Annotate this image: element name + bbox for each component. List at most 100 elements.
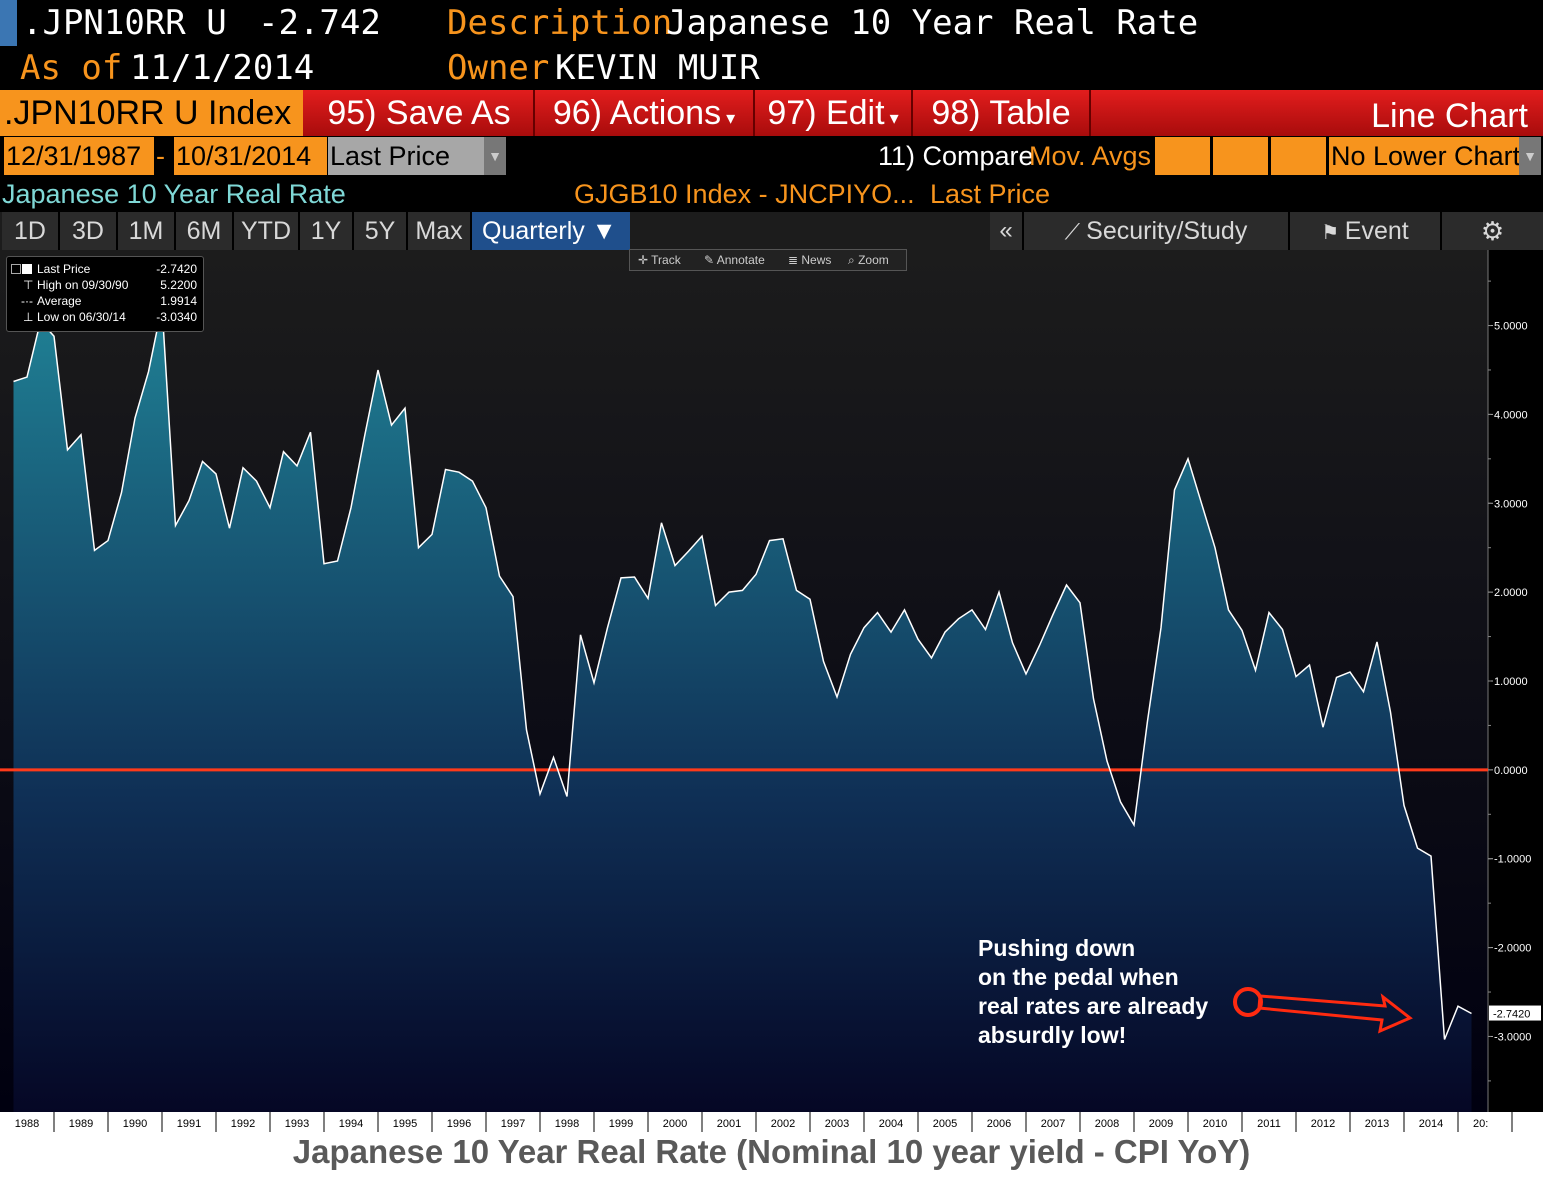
high-value: 5.2200 xyxy=(160,278,197,292)
description-label: Description xyxy=(447,3,673,43)
series-area xyxy=(13,306,1472,1112)
period-button-ytd[interactable]: YTD xyxy=(234,212,300,250)
x-tick-label: 1990 xyxy=(123,1118,147,1130)
high-marker-icon: ⊤ xyxy=(23,278,34,292)
x-tick-label: 2011 xyxy=(1257,1118,1281,1130)
x-tick-label: 2009 xyxy=(1149,1118,1173,1130)
ticker-marker xyxy=(0,0,17,46)
last-price-value: -2.7420 xyxy=(156,262,197,276)
last-value-tag-label: -2.7420 xyxy=(1493,1009,1530,1021)
annotation-text: Pushing down on the pedal when real rate… xyxy=(978,934,1208,1050)
period-button-5y[interactable]: 5Y xyxy=(354,212,408,250)
news-label: News xyxy=(801,253,832,267)
x-tick-label: 2004 xyxy=(879,1118,903,1130)
line-chart: 5.0000 4.0000 3.0000 2.0000 1.0000 0.0000 -1.0… xyxy=(0,250,1543,1132)
period-button-1d[interactable]: 1D xyxy=(2,212,60,250)
lower-chart-select[interactable]: No Lower Chart xyxy=(1329,137,1519,175)
chart-type[interactable]: Line Chart xyxy=(1371,97,1528,135)
field-select[interactable]: Last Price xyxy=(328,137,484,175)
y-tick-label: 4.0000 xyxy=(1494,409,1528,421)
y-axis-panel xyxy=(1488,250,1543,1112)
table-button[interactable]: 98) Table xyxy=(913,90,1091,136)
last-value: -2.742 xyxy=(258,3,381,43)
pencil-icon: ✎ xyxy=(704,253,717,267)
x-tick-label: 2014 xyxy=(1419,1118,1443,1130)
as-of-label: As of xyxy=(20,48,123,88)
period-button-6m[interactable]: 6M xyxy=(176,212,234,250)
flag-icon: ⚑ xyxy=(1321,222,1345,244)
y-tick-label: -3.0000 xyxy=(1494,1031,1531,1043)
x-tick-label: 1996 xyxy=(447,1118,471,1130)
track-button[interactable]: ✛ Track xyxy=(638,250,681,270)
mov-avg-field-3[interactable] xyxy=(1271,137,1326,175)
last-value-tag xyxy=(1489,1005,1541,1021)
chevron-down-icon: ▾ xyxy=(721,108,736,128)
x-tick-label: 2000 xyxy=(663,1118,687,1130)
period-button-3d[interactable]: 3D xyxy=(60,212,118,250)
annotation-arrow xyxy=(1233,987,1413,1034)
news-button[interactable]: ≣ News xyxy=(788,250,831,270)
x-tick-label: 1999 xyxy=(609,1118,633,1130)
y-tick-label: 3.0000 xyxy=(1494,498,1528,510)
average-value: 1.9914 xyxy=(160,294,197,308)
chart-caption: Japanese 10 Year Real Rate (Nominal 10 y… xyxy=(0,1132,1543,1180)
series-line xyxy=(13,305,1472,1040)
x-tick-label: 2006 xyxy=(987,1118,1011,1130)
compare-button[interactable]: 11) Compare xyxy=(878,141,1034,171)
start-date-input[interactable]: 12/31/1987 xyxy=(4,137,154,175)
security-study-button[interactable]: ⟋ Security/Study xyxy=(1024,212,1290,250)
dropdown-arrow-icon[interactable]: ▼ xyxy=(1519,137,1541,175)
event-button[interactable]: ⚑ Event xyxy=(1290,212,1442,250)
annotation-line-3: real rates are already xyxy=(978,993,1209,1019)
series-title: Japanese 10 Year Real Rate xyxy=(2,179,346,209)
owner-label: Owner xyxy=(447,48,550,88)
x-tick-label: 1995 xyxy=(393,1118,417,1130)
quarterly-select[interactable]: Quarterly ▼ xyxy=(472,212,630,250)
period-button-1m[interactable]: 1M xyxy=(118,212,176,250)
save-as-button[interactable]: 95) Save As xyxy=(305,90,535,136)
x-tick-label: 2001 xyxy=(717,1118,741,1130)
y-tick-label: 5.0000 xyxy=(1494,321,1528,333)
security-study-label: Security/Study xyxy=(1086,217,1248,245)
low-value: -3.0340 xyxy=(156,310,197,324)
index-box[interactable]: .JPN10RR U Index xyxy=(0,90,303,136)
period-button-1y[interactable]: 1Y xyxy=(300,212,354,250)
mov-avg-field-2[interactable] xyxy=(1213,137,1268,175)
chart-toolbar: ✛ Track ✎ Annotate ≣ News ⌕ Zoom xyxy=(629,249,907,271)
zoom-button[interactable]: ⌕ Zoom xyxy=(848,250,889,270)
as-of-date: 11/1/2014 xyxy=(130,48,315,88)
high-label: High on 09/30/90 xyxy=(37,278,129,292)
x-tick-label: 2008 xyxy=(1095,1118,1119,1130)
actions-label: 96) Actions xyxy=(552,94,722,132)
edit-button[interactable]: 97) Edit ▾ xyxy=(755,90,913,136)
chart-study-icon: ⟋ xyxy=(1064,219,1087,244)
low-marker-icon: ⊥ xyxy=(23,310,34,324)
mov-avg-field-1[interactable] xyxy=(1155,137,1210,175)
crosshair-icon: ✛ xyxy=(638,253,652,267)
x-tick-label: 2010 xyxy=(1203,1118,1227,1130)
x-tick-label: 2013 xyxy=(1365,1118,1389,1130)
y-axis-ticks: 5.0000 4.0000 3.0000 2.0000 1.0000 0.0000 -1.0… xyxy=(1488,280,1541,1082)
legend-row xyxy=(0,176,1543,212)
actions-button[interactable]: 96) Actions ▾ xyxy=(535,90,755,136)
mov-avgs-label: Mov. Avgs xyxy=(1029,141,1152,171)
end-date-input[interactable]: 10/31/2014 xyxy=(174,137,327,175)
x-tick-label: 2007 xyxy=(1041,1118,1065,1130)
annotation-line-1: Pushing down xyxy=(978,935,1136,961)
x-tick-label: 2002 xyxy=(771,1118,795,1130)
period-button-max[interactable]: Max xyxy=(408,212,472,250)
dropdown-arrow-icon[interactable]: ▼ xyxy=(484,137,506,175)
legend-high: ⊤ High on 09/30/90 5.2200 xyxy=(7,277,203,293)
y-tick-label: -2.0000 xyxy=(1494,943,1531,955)
event-label: Event xyxy=(1344,217,1409,245)
series-formula: GJGB10 Index - JNCPIYO... xyxy=(574,179,915,209)
chevron-down-icon: ▾ xyxy=(884,108,899,128)
collapse-button[interactable]: « xyxy=(990,212,1024,250)
arrow-shaft xyxy=(1257,993,1413,1034)
annotate-button[interactable]: ✎ Annotate xyxy=(704,250,765,270)
annotation-line-2: on the pedal when xyxy=(978,964,1179,990)
series-swatch xyxy=(22,264,32,274)
stats-legend[interactable]: Last Price -2.7420 ⊤ High on 09/30/90 5.… xyxy=(6,256,204,332)
gear-icon[interactable]: ⚙ xyxy=(1442,212,1543,250)
x-tick-label: 20: xyxy=(1473,1118,1488,1130)
